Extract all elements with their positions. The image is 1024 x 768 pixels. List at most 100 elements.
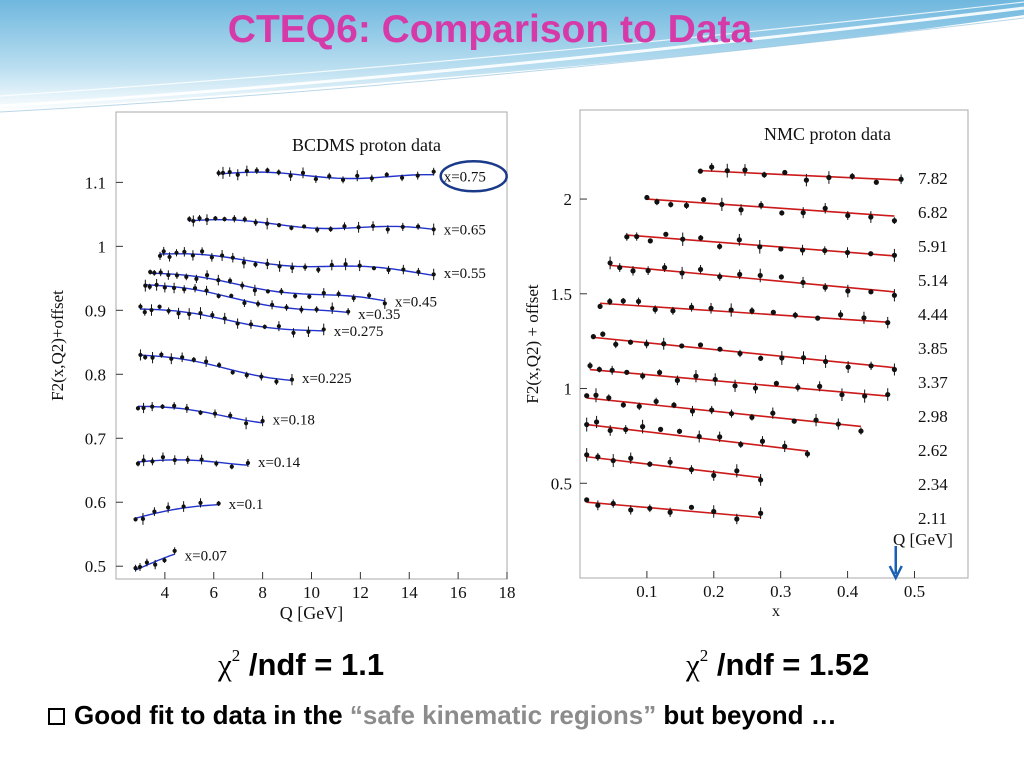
nmc-data-point [679, 270, 685, 276]
nmc-data-point [688, 304, 695, 310]
nmc-data-point [758, 355, 764, 361]
bcdms-data-point [194, 276, 199, 282]
bcdms-data-point [149, 307, 154, 313]
bcdms-data-point [342, 224, 347, 229]
nmc-data-point [696, 433, 702, 440]
nmc-data-point [844, 249, 851, 256]
bcdms-y-tick-label: 1.1 [85, 173, 106, 192]
nmc-data-point [663, 231, 669, 237]
nmc-data-point [624, 369, 630, 375]
nmc-data-point [792, 312, 798, 318]
bcdms-data-point [160, 455, 166, 460]
nmc-data-point [822, 284, 828, 291]
checkbox-bullet-icon [48, 708, 65, 725]
chi-symbol: χ [218, 647, 232, 682]
bcdms-data-point [244, 168, 249, 174]
bcdms-y-tick-label: 0.6 [85, 493, 106, 512]
nmc-data-point [711, 508, 717, 515]
bcdms-y-tick-label: 0.5 [85, 557, 106, 576]
nmc-data-point [862, 393, 868, 399]
nmc-data-point [623, 426, 629, 433]
nmc-chart-title: NMC proton data [764, 124, 891, 144]
nmc-data-point [607, 427, 613, 434]
bcdms-data-point [336, 291, 341, 297]
chi-superscript: 2 [699, 646, 709, 665]
nmc-q-label: 5.91 [918, 237, 948, 256]
nmc-fit-line [586, 501, 761, 519]
nmc-data-point [770, 309, 776, 315]
chi-symbol: χ [686, 647, 700, 682]
nmc-data-point [697, 342, 704, 348]
bcdms-data-point [229, 464, 234, 469]
nmc-data-point [698, 235, 704, 241]
bullet-text-end: but beyond … [656, 700, 837, 730]
nmc-data-point [679, 343, 685, 349]
nmc-data-point [693, 373, 699, 379]
bcdms-series-label: x=0.14 [258, 455, 301, 471]
bcdms-data-point [167, 254, 172, 260]
nmc-data-point [680, 236, 686, 242]
nmc-data-point [590, 334, 596, 340]
nmc-data-point [584, 421, 590, 428]
bcdms-data-point [152, 270, 157, 275]
nmc-data-point [891, 218, 898, 224]
nmc-data-point [868, 289, 874, 295]
nmc-data-point [779, 355, 785, 361]
bcdms-data-point [416, 269, 421, 274]
nmc-data-point [647, 238, 653, 244]
bcdms-data-point [329, 262, 334, 268]
bcdms-data-point [321, 290, 326, 296]
nmc-q-label: 2.62 [918, 441, 948, 460]
nmc-data-point [712, 376, 718, 383]
nmc-fit-line [600, 302, 888, 324]
bcdms-x-tick-label: 12 [352, 583, 369, 602]
bcdms-data-point [244, 373, 249, 378]
bcdms-data-point [162, 558, 167, 563]
nmc-data-point [717, 434, 723, 440]
nmc-data-point [845, 364, 851, 370]
bcdms-data-point [161, 249, 166, 254]
bcdms-data-point [371, 266, 377, 271]
bcdms-series-label: x=0.55 [444, 266, 486, 282]
nmc-data-point [627, 339, 634, 345]
bcdms-data-point [307, 294, 312, 299]
nmc-data-point [891, 366, 898, 373]
nmc-data-point [600, 331, 606, 337]
nmc-data-point [635, 298, 642, 305]
nmc-x-tick-label: 0.4 [837, 582, 859, 601]
bcdms-data-point [176, 311, 181, 316]
nmc-x-tick-label: 0.2 [703, 582, 724, 601]
bcdms-data-point [274, 379, 279, 384]
bcdms-data-point [166, 272, 171, 278]
bcdms-data-point [327, 174, 332, 179]
nmc-data-point [845, 212, 851, 219]
bcdms-series-label: x=0.225 [302, 371, 352, 387]
nmc-data-point [845, 288, 851, 294]
bcdms-data-point [254, 168, 259, 173]
nmc-data-point [610, 500, 616, 507]
nmc-y-tick-label: 1.5 [551, 285, 572, 304]
bcdms-data-point [369, 176, 374, 181]
nmc-q-label: 7.82 [918, 169, 948, 188]
bcdms-data-point [157, 304, 162, 309]
bcdms-data-point [370, 223, 376, 229]
bcdms-data-point [135, 406, 141, 411]
bcdms-x-tick-label: 4 [161, 583, 170, 602]
nmc-data-point [620, 298, 626, 304]
nmc-x-tick-label: 0.1 [636, 582, 657, 601]
nmc-data-point [885, 320, 891, 326]
nmc-fit-line [646, 198, 895, 217]
bcdms-data-point [190, 253, 196, 258]
bcdms-data-point [154, 282, 159, 287]
nmc-data-point [734, 468, 740, 474]
nmc-data-point [717, 243, 723, 250]
bcdms-data-point [302, 224, 307, 229]
nmc-data-point [736, 237, 742, 243]
bcdms-data-point [182, 287, 187, 292]
nmc-data-point [861, 315, 867, 321]
nmc-data-point [759, 438, 766, 444]
bcdms-data-point [235, 321, 240, 326]
nmc-data-point [732, 383, 738, 389]
nmc-data-point [822, 247, 828, 254]
